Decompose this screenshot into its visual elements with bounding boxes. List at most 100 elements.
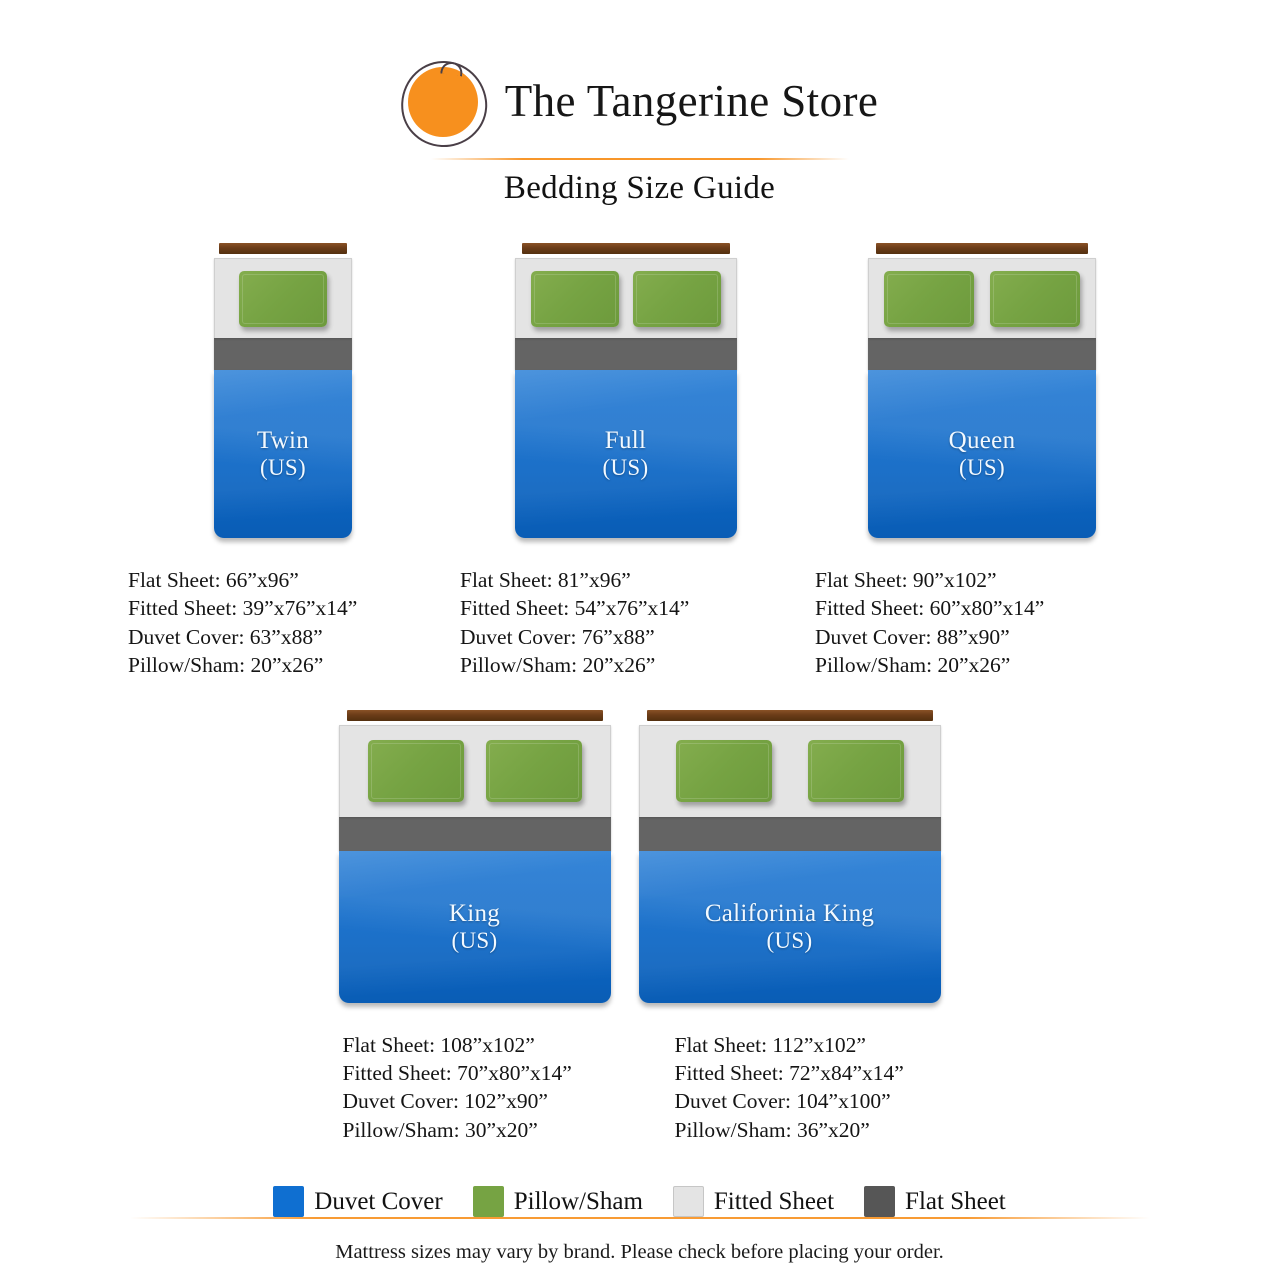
pillow-group (215, 259, 351, 338)
bed-card-queen: Queen (US) Flat Sheet: 90”x102” Fitted Shee… (803, 243, 1161, 680)
spec-line: Flat Sheet: 112”x102” (674, 1032, 866, 1057)
spec-line: Flat Sheet: 66”x96” (128, 568, 299, 592)
pillow-sham (990, 270, 1080, 327)
pillow-sham (367, 740, 464, 802)
spec-line: Duvet Cover: 63”x88” (128, 624, 323, 649)
fitted-sheet-area (868, 258, 1096, 338)
spec-list: Flat Sheet: 90”x102” Fitted Sheet: 60”x80… (815, 566, 1044, 680)
legend-label: Flat Sheet (905, 1187, 1006, 1215)
spec-line: Fitted Sheet: 54”x76”x14” (460, 596, 690, 621)
legend-item: Pillow/Sham (472, 1186, 643, 1217)
footer-note: Mattress sizes may vary by brand. Please… (335, 1241, 944, 1263)
fitted-sheet-area (514, 258, 737, 338)
tangerine-icon (395, 55, 493, 153)
spec-line: Flat Sheet: 81”x96” (460, 568, 631, 592)
fitted-sheet-area (214, 258, 352, 338)
headboard (219, 243, 347, 254)
bed-size-region: (US) (766, 927, 813, 953)
bed-card-king: King (US) Flat Sheet: 108”x102” Fitted Shee… (325, 709, 625, 1145)
headboard (346, 709, 603, 721)
bed-size-region: (US) (602, 455, 649, 481)
bed-illustration: King (US) (338, 709, 611, 1003)
pillow-sham (632, 270, 721, 327)
spec-line: Duvet Cover: 104”x100” (674, 1089, 891, 1114)
bed-row-top: Twin (US) Flat Sheet: 66”x96” Fitted Sheet:… (0, 243, 1279, 680)
legend-label: Fitted Sheet (713, 1187, 835, 1215)
bed-size-region: (US) (959, 455, 1005, 481)
duvet-cover-area: Full (US) (514, 370, 737, 538)
duvet-cover-area: Twin (US) (214, 370, 352, 538)
bed-size-label: Full (US) (603, 427, 649, 481)
duvet-cover-area: Califorinia King (US) (638, 850, 941, 1003)
pillow-group (516, 259, 736, 338)
title-divider (430, 158, 849, 160)
spec-line: Fitted Sheet: 60”x80”x14” (815, 596, 1045, 621)
footer-divider (129, 1217, 1150, 1219)
flat-sheet-band (338, 816, 611, 851)
pillow-group (869, 259, 1095, 338)
spec-line: Pillow/Sham: 20”x26” (128, 653, 324, 678)
bed-illustration: Twin (US) (214, 243, 352, 538)
bed-card-full: Full (US) Flat Sheet: 81”x96” Fitted Sheet:… (448, 243, 803, 680)
bed-size-name: Califorinia King (704, 899, 875, 927)
legend-swatch (273, 1186, 305, 1217)
pillow-sham (530, 270, 619, 327)
bed-row-bottom: King (US) Flat Sheet: 108”x102” Fitted Shee… (0, 709, 1279, 1145)
legend-label: Pillow/Sham (513, 1187, 643, 1215)
spec-line: Pillow/Sham: 20”x26” (815, 653, 1011, 678)
headboard (876, 243, 1088, 254)
spec-line: Flat Sheet: 90”x102” (815, 568, 997, 592)
bed-size-label: King (US) (449, 900, 500, 954)
flat-sheet-band (514, 338, 737, 370)
fitted-sheet-area (338, 724, 611, 817)
fitted-sheet-area (638, 724, 941, 817)
pillow-sham (239, 270, 327, 327)
spec-line: Pillow/Sham: 20”x26” (460, 653, 656, 678)
page-header: The Tangerine Store Bedding Size Guide (0, 0, 1279, 207)
bed-size-label: Twin (US) (257, 427, 309, 481)
bed-size-region: (US) (451, 927, 498, 953)
legend-label: Duvet Cover (314, 1187, 443, 1215)
bed-size-name: Full (604, 427, 647, 455)
spec-list: Flat Sheet: 112”x102” Fitted Sheet: 72”x8… (675, 1031, 904, 1145)
headboard (521, 243, 730, 254)
bed-size-label: Queen (US) (949, 427, 1016, 481)
bed-size-name: Twin (256, 427, 310, 455)
bed-illustration: Full (US) (514, 243, 737, 538)
page-footer: Mattress sizes may vary by brand. Please… (0, 1217, 1279, 1280)
pillow-sham (485, 740, 582, 802)
spec-list: Flat Sheet: 66”x96” Fitted Sheet: 39”x76”… (128, 566, 357, 680)
bed-card-twin: Twin (US) Flat Sheet: 66”x96” Fitted Sheet:… (118, 243, 448, 680)
headboard (646, 709, 933, 721)
bed-illustration: Califorinia King (US) (638, 709, 941, 1003)
bed-size-name: King (448, 899, 501, 927)
spec-line: Duvet Cover: 102”x90” (342, 1089, 548, 1114)
legend-item: Fitted Sheet (672, 1186, 835, 1217)
spec-list: Flat Sheet: 108”x102” Fitted Sheet: 70”x8… (343, 1031, 572, 1145)
spec-line: Fitted Sheet: 70”x80”x14” (342, 1060, 572, 1085)
legend: Duvet Cover Pillow/Sham Fitted Sheet Flat S… (0, 1186, 1279, 1217)
legend-item: Flat Sheet (864, 1186, 1006, 1217)
duvet-cover-area: Queen (US) (868, 370, 1096, 538)
flat-sheet-band (868, 338, 1096, 370)
duvet-cover-area: King (US) (338, 850, 611, 1003)
bed-illustration: Queen (US) (868, 243, 1096, 538)
pillow-sham (884, 270, 974, 327)
flat-sheet-band (214, 338, 352, 370)
pillow-group (640, 726, 940, 817)
spec-line: Fitted Sheet: 39”x76”x14” (128, 596, 358, 621)
bed-card-califorinia-king: Califorinia King (US) Flat Sheet: 112”x102… (625, 709, 955, 1145)
pillow-sham (675, 740, 772, 802)
brand-row: The Tangerine Store (0, 55, 1279, 153)
spec-line: Duvet Cover: 88”x90” (815, 624, 1010, 649)
legend-swatch (864, 1186, 896, 1217)
brand-name: The Tangerine Store (504, 75, 879, 126)
bed-size-region: (US) (260, 455, 306, 481)
spec-line: Duvet Cover: 76”x88” (460, 624, 655, 649)
page-title: Bedding Size Guide (503, 170, 776, 206)
flat-sheet-band (638, 816, 941, 851)
spec-line: Pillow/Sham: 30”x20” (342, 1117, 538, 1142)
spec-list: Flat Sheet: 81”x96” Fitted Sheet: 54”x76”… (460, 566, 689, 680)
legend-swatch (472, 1186, 504, 1217)
spec-line: Fitted Sheet: 72”x84”x14” (674, 1060, 904, 1085)
